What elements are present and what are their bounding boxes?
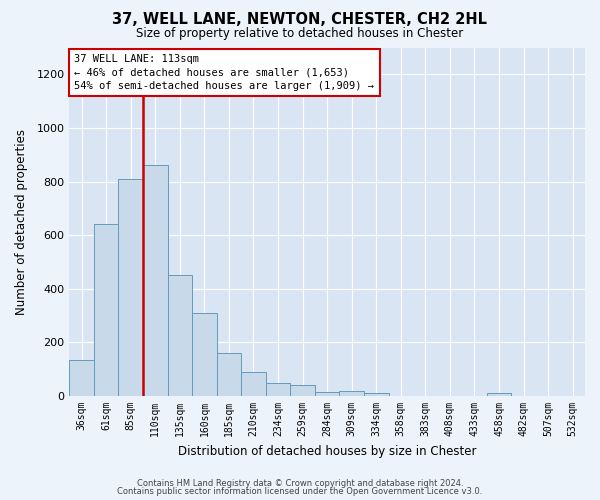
Bar [94, 224, 118, 396]
Bar [315, 392, 340, 396]
Bar [118, 179, 143, 396]
Bar [192, 313, 217, 396]
Bar [266, 382, 290, 396]
Bar [167, 276, 192, 396]
Text: Contains public sector information licensed under the Open Government Licence v3: Contains public sector information licen… [118, 487, 482, 496]
Y-axis label: Number of detached properties: Number of detached properties [15, 129, 28, 315]
Bar [340, 391, 364, 396]
Bar [364, 393, 389, 396]
Text: Contains HM Land Registry data © Crown copyright and database right 2024.: Contains HM Land Registry data © Crown c… [137, 478, 463, 488]
X-axis label: Distribution of detached houses by size in Chester: Distribution of detached houses by size … [178, 444, 476, 458]
Bar [70, 360, 94, 396]
Text: Size of property relative to detached houses in Chester: Size of property relative to detached ho… [136, 28, 464, 40]
Bar [487, 394, 511, 396]
Bar [217, 353, 241, 396]
Bar [241, 372, 266, 396]
Bar [143, 166, 167, 396]
Bar [290, 386, 315, 396]
Text: 37, WELL LANE, NEWTON, CHESTER, CH2 2HL: 37, WELL LANE, NEWTON, CHESTER, CH2 2HL [113, 12, 487, 28]
Text: 37 WELL LANE: 113sqm
← 46% of detached houses are smaller (1,653)
54% of semi-de: 37 WELL LANE: 113sqm ← 46% of detached h… [74, 54, 374, 91]
